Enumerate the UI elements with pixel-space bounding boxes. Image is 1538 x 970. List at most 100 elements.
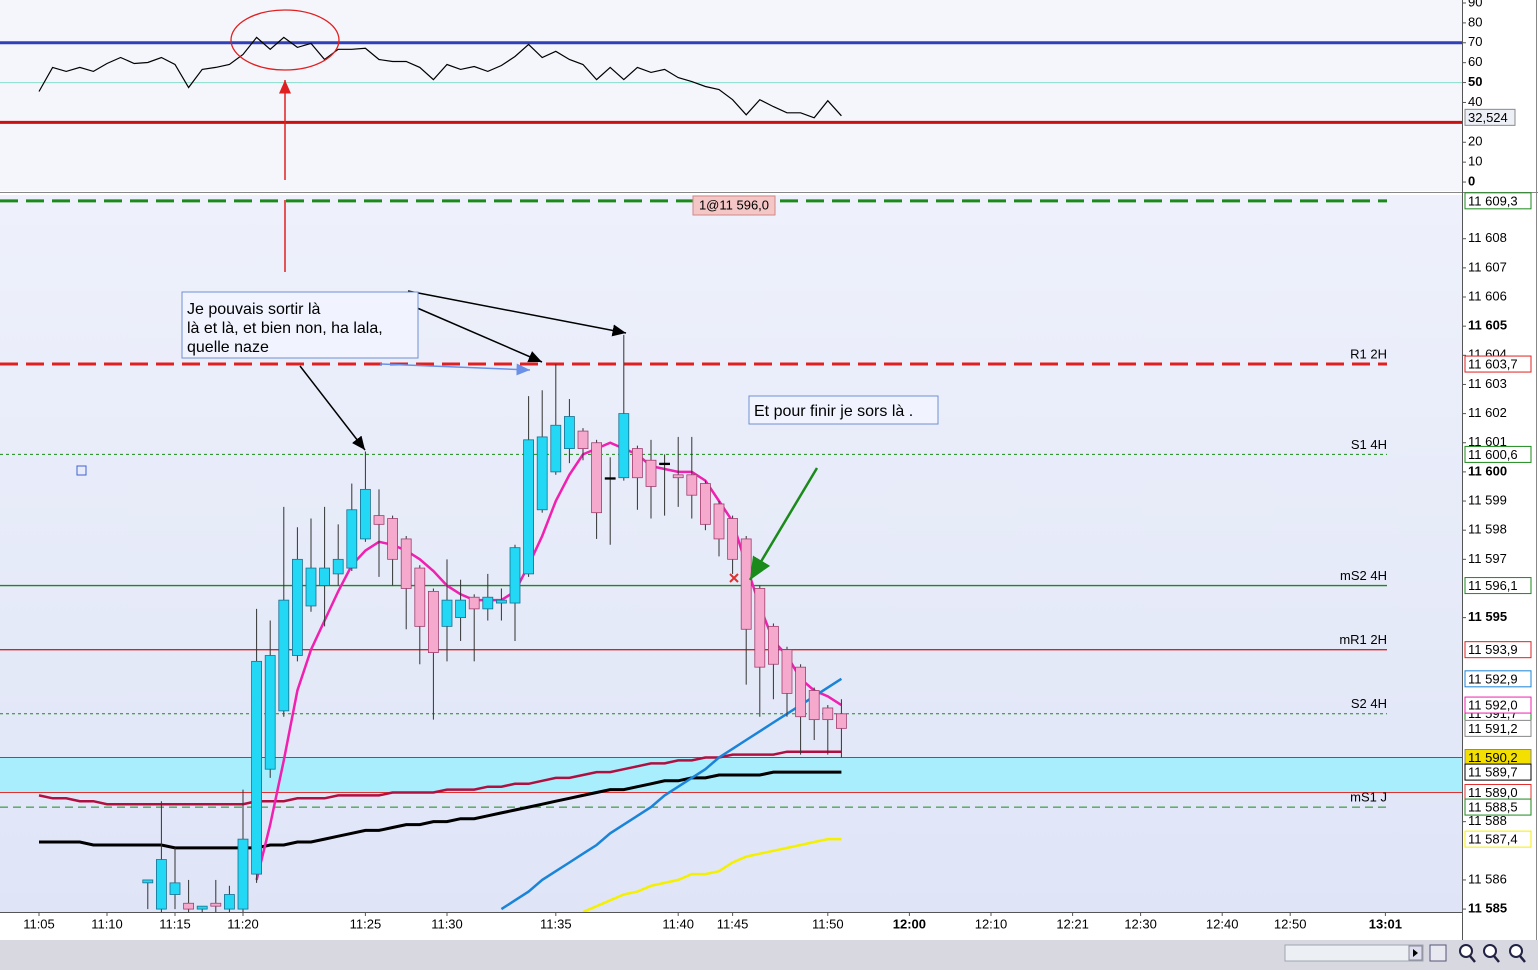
y-tick-label: 11 606: [1468, 288, 1507, 303]
candle-body: [305, 567, 317, 607]
candle-body: [427, 590, 439, 653]
candle-body: [686, 474, 698, 496]
candle-body: [645, 459, 657, 487]
annotations: Je pouvais sortir là là et là, et bien n…: [76, 9, 939, 583]
x-tick-label: 12:30: [1124, 916, 1157, 931]
candle-body: [536, 436, 548, 511]
tool-button[interactable]: [1429, 944, 1447, 962]
price-tag-box: [1464, 696, 1532, 714]
candle-body: [169, 882, 181, 895]
price-tag-box: [1464, 192, 1532, 210]
price-tag: 11 609,3: [1468, 193, 1518, 208]
price-tag: 11 591,2: [1468, 721, 1518, 736]
candle-body: [618, 413, 630, 479]
trade-cross: [729, 573, 739, 583]
scrollbar[interactable]: [1284, 944, 1424, 962]
zoom-fit[interactable]: [1459, 944, 1473, 958]
rsi-line: [38, 36, 842, 119]
price-tag: 11 590,2: [1468, 750, 1518, 765]
price-tag: 11 603,7: [1468, 356, 1518, 371]
ma-line: [582, 837, 842, 912]
rsi-tick-label: 70: [1468, 34, 1482, 49]
y-tick-label: 11 603: [1468, 376, 1507, 391]
candle-body: [727, 518, 738, 560]
candle-body: [264, 655, 276, 770]
level-name: mS2 4H: [1340, 568, 1387, 583]
x-tick-label: 11:25: [350, 916, 382, 931]
candle-body: [468, 596, 480, 610]
candle-body: [291, 558, 303, 656]
candle-body: [155, 859, 167, 910]
status-bar: [0, 940, 1538, 970]
candle-body: [781, 649, 793, 694]
candle-body: [210, 902, 222, 907]
y-tick-label: 11 601: [1468, 434, 1507, 449]
note-text: Et pour finir je sors là .: [754, 403, 913, 420]
x-tick-label: 11:30: [431, 916, 463, 931]
y-tick-label: 11 585: [1468, 901, 1507, 916]
y-tick-label: 11 598: [1468, 522, 1507, 537]
zoom-out[interactable]: [1483, 944, 1497, 958]
rsi-tag: 32,524: [1468, 110, 1508, 125]
rsi-tick-label: 60: [1468, 54, 1482, 69]
note-box: [748, 395, 939, 425]
x-tick-label: 11:10: [91, 916, 123, 931]
price-tag-box: [1464, 763, 1532, 781]
y-tick-label: 11 602: [1468, 405, 1507, 420]
candle-body: [713, 503, 725, 540]
candle-body: [183, 902, 195, 910]
rsi-tag-box: [1464, 108, 1516, 126]
rsi-tick-label: 0: [1468, 173, 1475, 188]
price-tag-box: [1464, 641, 1532, 659]
y-tick-label: 11 588: [1468, 813, 1507, 828]
level-name: mS1 J: [1350, 790, 1387, 805]
y-tick-label: 11 607: [1468, 259, 1507, 274]
zoom-in[interactable]: [1509, 944, 1523, 958]
candle-body: [455, 599, 467, 619]
x-tick-label: 11:05: [23, 916, 55, 931]
price-plot: R1 2H S1 4H mS2 4H mR1 2H S2 4H mS1 J: [0, 199, 1462, 912]
level-name: mR1 2H: [1339, 632, 1387, 647]
rsi-tick-label: 80: [1468, 14, 1482, 29]
level-name: R1 2H: [1350, 346, 1387, 361]
candle-body: [332, 558, 344, 575]
marker-square: [76, 465, 87, 476]
price-tag: 11 588,5: [1468, 800, 1518, 815]
level-name: S2 4H: [1351, 696, 1387, 711]
price-tag-box: [1464, 577, 1532, 595]
rsi-panel: [0, 0, 1462, 191]
candle-body: [196, 905, 208, 910]
candle-body: [550, 424, 562, 473]
candle-body: [591, 442, 602, 514]
candle-body: [604, 477, 616, 480]
trade-tag: 1@11 596,0: [699, 197, 769, 212]
x-tick-label: 12:10: [975, 916, 1008, 931]
candle-body: [387, 518, 399, 560]
arrow: [407, 303, 543, 363]
candle-body: [659, 462, 670, 466]
x-tick-label: 11:15: [159, 916, 191, 931]
price-tag: 11 589,7: [1468, 765, 1518, 780]
candle-body: [359, 488, 371, 540]
zoom-tools[interactable]: [1429, 944, 1526, 963]
x-tick-label: 11:45: [717, 916, 749, 931]
scroll-arrow: [1413, 949, 1418, 957]
price-tag: 11 600,6: [1468, 447, 1518, 462]
level-name: S1 4H: [1351, 437, 1387, 452]
x-tick-label: 11:35: [540, 916, 572, 931]
candle-body: [632, 448, 643, 479]
candle-body: [142, 879, 154, 884]
rsi-tick-label: 10: [1468, 154, 1482, 169]
x-tick-label: 13:01: [1369, 916, 1402, 931]
note-text: quelle naze: [187, 339, 269, 356]
candle-body: [672, 474, 684, 479]
price-tag: 11 592,0: [1468, 697, 1518, 712]
arrow: [379, 363, 531, 376]
highlight-ellipse: [230, 9, 340, 71]
arrow: [407, 290, 627, 337]
price-tag: 11 593,9: [1468, 642, 1518, 657]
x-tick-label: 11:40: [662, 916, 694, 931]
candle-body: [577, 430, 589, 449]
